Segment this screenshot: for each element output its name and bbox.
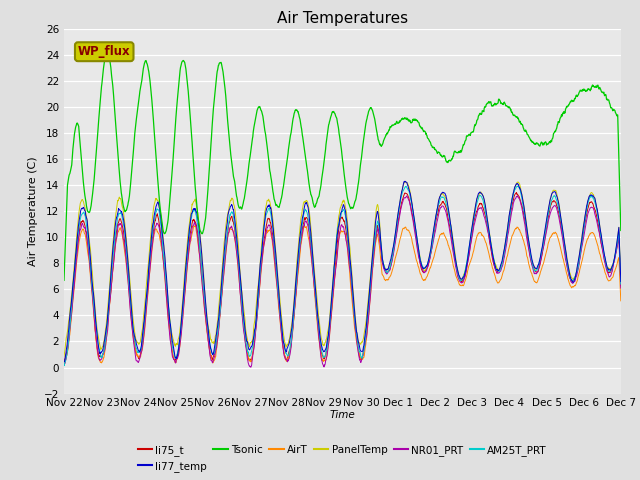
- Y-axis label: Air Temperature (C): Air Temperature (C): [28, 156, 38, 266]
- Legend: li75_t, li77_temp, Tsonic, AirT, PanelTemp, NR01_PRT, AM25T_PRT: li75_t, li77_temp, Tsonic, AirT, PanelTe…: [134, 441, 551, 476]
- Title: Air Temperatures: Air Temperatures: [277, 11, 408, 26]
- Text: WP_flux: WP_flux: [78, 45, 131, 58]
- X-axis label: Time: Time: [330, 410, 355, 420]
